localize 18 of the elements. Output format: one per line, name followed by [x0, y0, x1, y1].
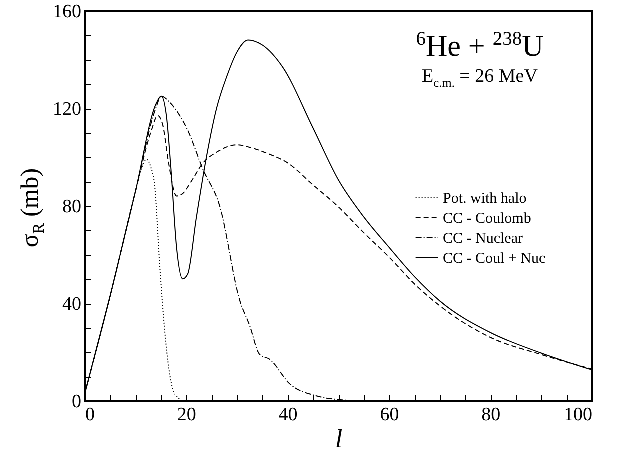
x-tick-label: 40: [278, 404, 298, 426]
x-tick-label: 0: [86, 404, 95, 426]
x-tick-label: 100: [564, 404, 592, 426]
y-tick-label: 120: [53, 99, 82, 120]
y-tick-label: 0: [72, 392, 82, 412]
annotation: E$_{c.m.}$ = 26 MeV: [421, 65, 539, 92]
legend-label: Pot. with halo: [443, 191, 527, 207]
x-tick-label: 20: [177, 404, 196, 426]
legend-label: CC - Coul + Nuc: [443, 251, 546, 267]
legend-label: CC - Coulomb: [443, 211, 532, 227]
legend-label: CC - Nuclear: [443, 231, 523, 247]
x-tick-label: 80: [482, 404, 501, 426]
y-tick-label: 80: [62, 196, 82, 218]
x-axis-title: l: [335, 424, 343, 450]
annotation: $^{6}$He + $^{238}$U: [415, 28, 545, 65]
x-tick-label: 60: [380, 404, 400, 426]
y-tick-label: 40: [62, 294, 82, 315]
y-tick-label: 160: [53, 2, 82, 22]
